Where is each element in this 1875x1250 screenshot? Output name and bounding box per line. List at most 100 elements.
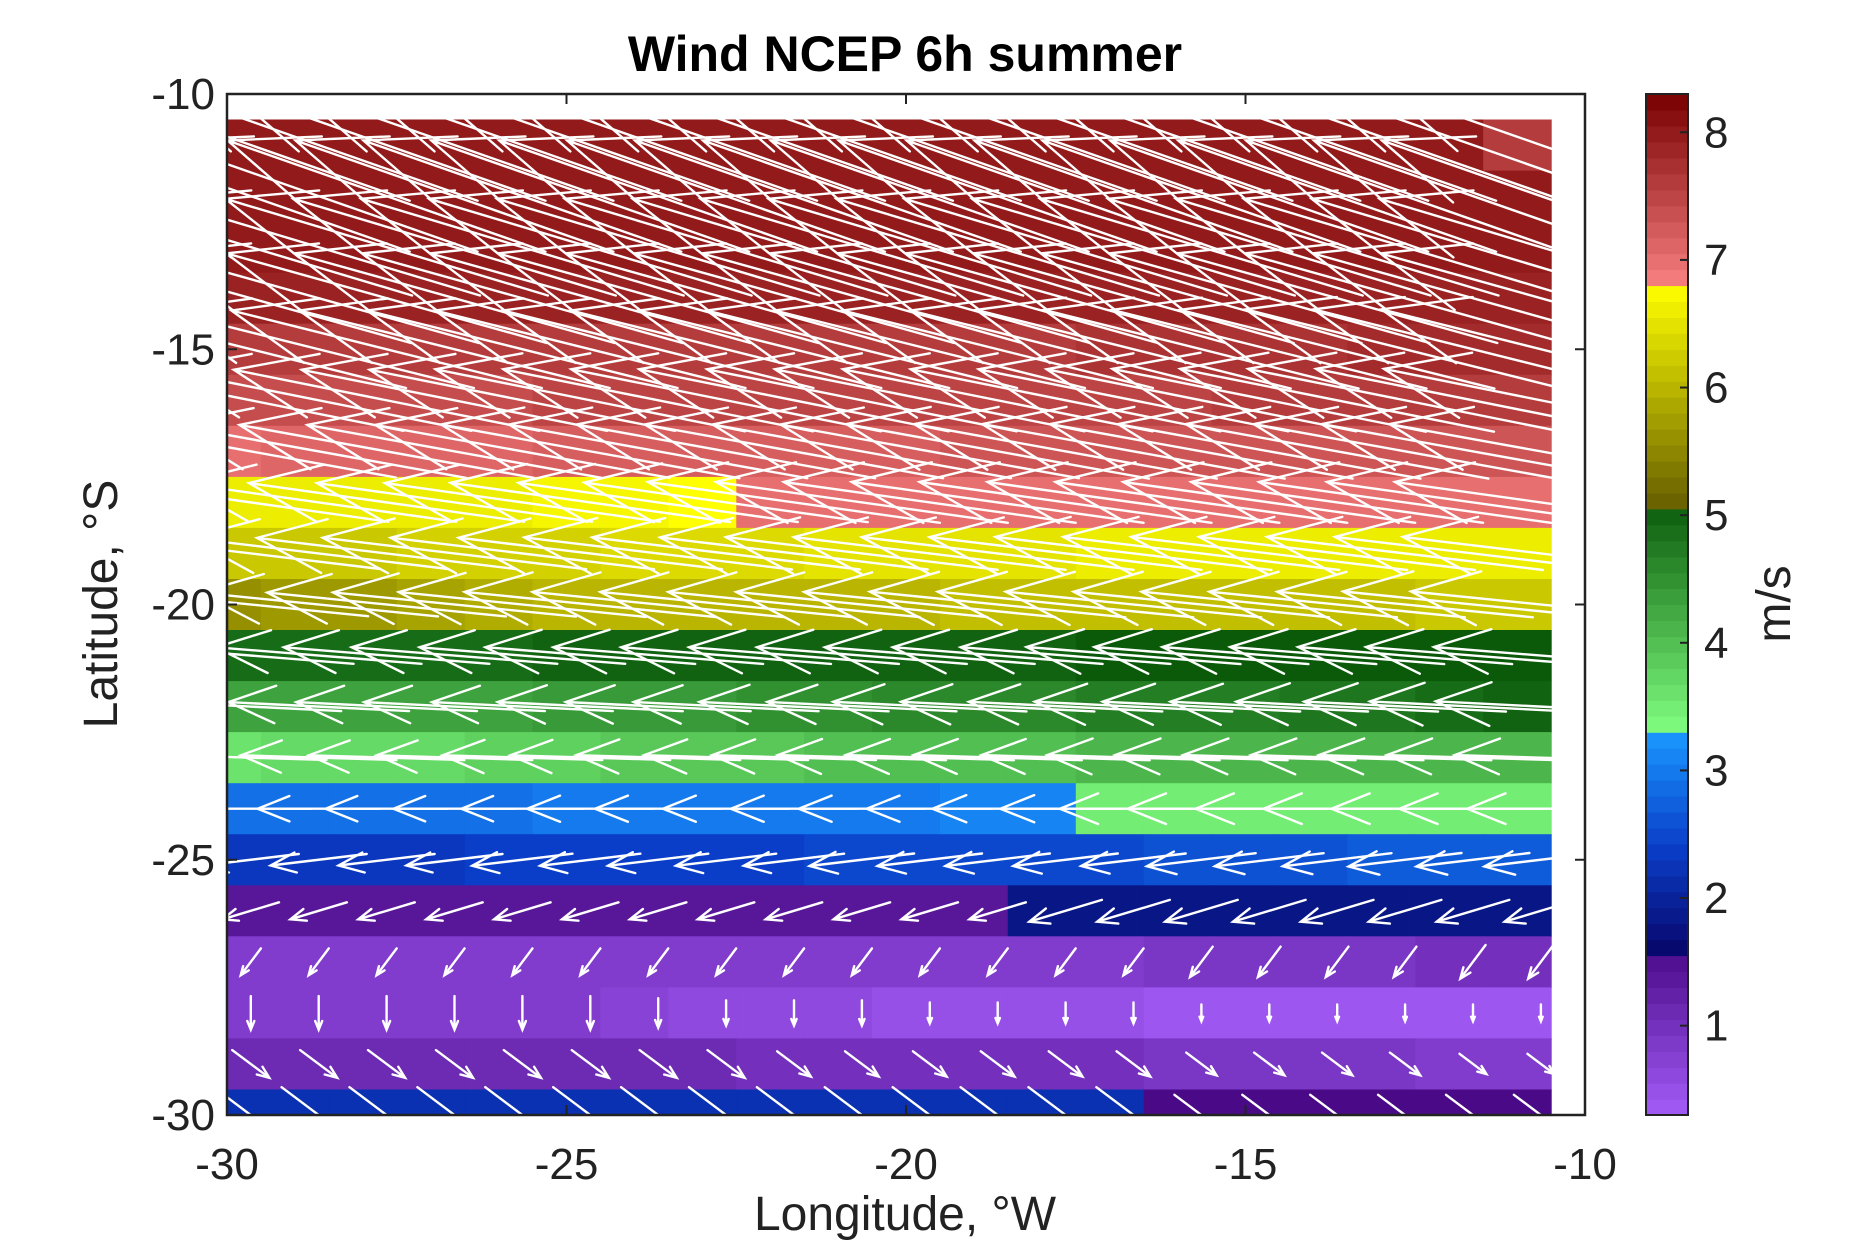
colorbar-frame [1645, 93, 1689, 1116]
colorbar-tick-label: 2 [1704, 874, 1728, 923]
wind-vector [156, 84, 479, 202]
wind-vector [780, 461, 1077, 525]
wind-vector [490, 901, 552, 922]
colorbar-swatch [1646, 1051, 1688, 1068]
heatmap-cell [1075, 1089, 1145, 1116]
wind-vector [395, 571, 648, 626]
wind-vector [449, 994, 460, 1033]
wind-vector [86, 189, 414, 297]
plot-frame [225, 92, 1587, 1117]
colorbar-swatch [1646, 157, 1688, 175]
wind-vector [1362, 628, 1582, 675]
colorbar-swatch [1646, 572, 1688, 590]
colorbar-swatch [1646, 173, 1688, 191]
colorbar-swatch [1646, 971, 1688, 988]
wind-vector [314, 994, 324, 1033]
wind-vector [360, 84, 683, 202]
wind-vector [521, 516, 794, 575]
wind-vector [568, 352, 883, 433]
heatmap-cell [940, 1089, 1009, 1116]
wind-vector [1243, 84, 1566, 202]
heatmap-cell [227, 1038, 262, 1090]
wind-vector [1463, 792, 1616, 826]
wind-vector [1297, 898, 1375, 925]
wind-vector [185, 517, 450, 575]
colorbar-swatch [1646, 1035, 1688, 1052]
wind-vector [298, 352, 609, 432]
wind-vector [366, 352, 677, 432]
wind-vector [245, 463, 526, 523]
colorbar-swatch [1646, 540, 1688, 558]
wind-vector [898, 901, 960, 922]
wind-vector [1187, 461, 1485, 525]
colorbar-swatch [1646, 636, 1688, 653]
wind-vector [672, 851, 778, 875]
x-tick-label: -15 [1214, 1140, 1278, 1189]
wind-vector [1407, 570, 1672, 627]
wind-vector [835, 84, 1158, 202]
wind-vector [1114, 405, 1422, 480]
wind-vector [589, 516, 861, 575]
wind-vector [329, 572, 578, 626]
colorbar-swatch [1646, 684, 1688, 701]
wind-vector [897, 683, 1096, 726]
wind-vector [374, 947, 398, 978]
wind-vector [777, 406, 1081, 480]
wind-vector [1188, 945, 1214, 980]
colorbar-swatch [1646, 269, 1688, 287]
colorbar-tick-label: 7 [1704, 236, 1728, 285]
wind-vector [1366, 681, 1578, 727]
wind-vector [629, 189, 957, 297]
colorbar-tick-label: 6 [1704, 364, 1728, 413]
wind-vector [442, 947, 466, 978]
colorbar-swatch [1646, 780, 1688, 797]
wind-vector [447, 462, 732, 524]
wind-vector [437, 406, 741, 480]
wind-vector [910, 737, 1083, 776]
wind-vector [373, 739, 534, 774]
wind-vector [515, 462, 799, 524]
wind-vector [1120, 461, 1417, 525]
wind-vector [432, 352, 747, 433]
wind-vector [646, 947, 670, 978]
wind-vector [1229, 898, 1307, 925]
y-axis-label: Latitude, °S [75, 480, 128, 729]
wind-vector [102, 407, 397, 479]
wind-vector [889, 628, 1104, 675]
wind-vector [771, 297, 1087, 390]
colorbar-swatch [1646, 1099, 1688, 1116]
colorbar-swatch [1646, 237, 1688, 255]
colorbar-swatch [1646, 349, 1688, 366]
wind-vector [722, 999, 730, 1029]
wind-vector [858, 999, 866, 1029]
wind-vector [1383, 737, 1561, 776]
wind-vector [907, 352, 1222, 433]
wind-vector [1108, 296, 1428, 390]
wind-vector [348, 629, 559, 675]
wind-vector [696, 683, 890, 726]
wind-vector [92, 297, 408, 390]
wind-vector [1167, 682, 1370, 726]
heatmap-cell [1415, 1089, 1484, 1116]
wind-vector [907, 297, 1222, 390]
wind-vector [708, 738, 878, 775]
colorbar-swatch [1646, 795, 1688, 813]
wind-vector [567, 297, 883, 390]
colorbar-swatch [1646, 333, 1688, 350]
wind-vector [1391, 945, 1418, 980]
heatmap-cell [464, 1089, 534, 1116]
wind-vector [562, 684, 752, 725]
wind-vector [1226, 628, 1446, 675]
colorbar-swatch [1646, 317, 1688, 334]
colorbar-swatch [1646, 764, 1688, 781]
wind-vector [224, 84, 547, 202]
wind-vector [298, 1048, 340, 1080]
colorbar-swatch [1646, 811, 1688, 829]
wind-vector [774, 737, 948, 776]
wind-vector [1252, 1051, 1287, 1078]
wind-vector [775, 1050, 814, 1079]
wind-vector [1399, 515, 1680, 576]
heatmap-cell [1483, 1089, 1552, 1116]
wind-vector [1162, 898, 1239, 925]
heatmap-cell [736, 1089, 805, 1116]
